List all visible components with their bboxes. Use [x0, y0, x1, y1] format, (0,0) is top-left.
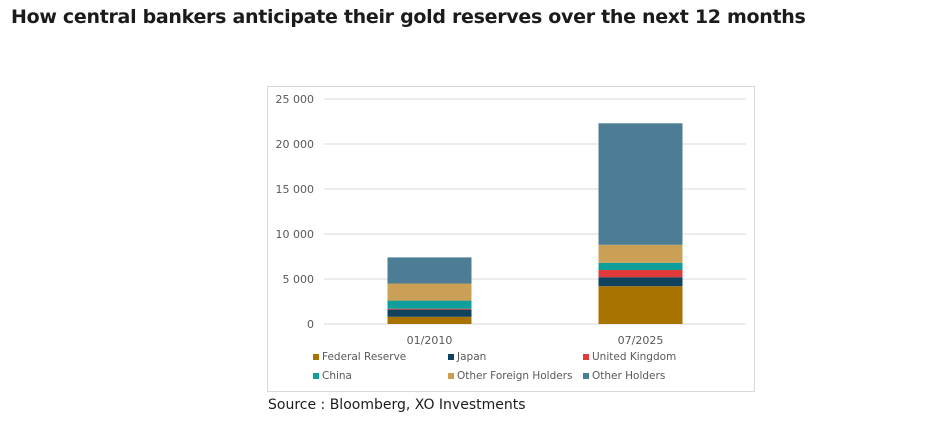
bar-07-2025-series-4	[598, 244, 683, 263]
y-tick-label-5: 25 000	[276, 93, 315, 106]
y-tick-label-2: 10 000	[276, 228, 315, 241]
legend-label: United Kingdom	[592, 351, 677, 363]
legend-label: China	[322, 370, 352, 382]
y-tick-label-3: 15 000	[276, 183, 315, 196]
y-tick-label-1: 5 000	[283, 273, 315, 286]
legend-item-3: China	[313, 370, 352, 382]
legend-item-1: Japan	[448, 351, 486, 363]
chart-frame: 0 5 000 10 000 15 000 20 000 25 000 01/2010 07/…	[267, 86, 755, 392]
legend-label: Other Holders	[592, 370, 666, 382]
legend-swatch	[313, 354, 319, 360]
legend-swatch	[448, 373, 454, 379]
bar-07-2025-series-3	[598, 262, 683, 270]
bar-07-2025-series-2	[598, 270, 683, 278]
x-category-label-0: 01/2010	[407, 334, 453, 347]
bar-01-2010-series-1	[387, 309, 472, 317]
legend-label: Federal Reserve	[322, 351, 407, 363]
legend-swatch	[583, 354, 589, 360]
legend-swatch	[583, 373, 589, 379]
bar-01-2010-series-5	[387, 257, 472, 284]
legend-label: Japan	[457, 351, 487, 363]
y-tick-label-4: 20 000	[276, 138, 315, 151]
legend-swatch	[448, 354, 454, 360]
bar-07-2025-series-1	[598, 277, 683, 287]
legend-item-5: Other Holders	[583, 370, 665, 382]
stacked-bar-chart: 0 5 000 10 000 15 000 20 000 25 000 01/2010 07/…	[276, 93, 746, 347]
chart-legend: Federal Reserve Japan United Kingdom China O…	[313, 351, 753, 387]
source-note: Source : Bloomberg, XO Investments	[268, 397, 526, 413]
bar-07-2025-series-5	[598, 123, 683, 245]
legend-swatch	[313, 373, 319, 379]
y-tick-label-0: 0	[307, 318, 314, 331]
bar-01-2010-series-3	[387, 300, 472, 309]
legend-item-0: Federal Reserve	[313, 351, 406, 363]
page-title: How central bankers anticipate their gol…	[11, 6, 806, 28]
bar-01-2010-series-2	[387, 308, 472, 310]
legend-item-4: Other Foreign Holders	[448, 370, 573, 382]
bar-01-2010-series-4	[387, 283, 472, 301]
legend-label: Other Foreign Holders	[457, 370, 573, 382]
bar-07-2025-series-0	[598, 286, 683, 324]
x-category-label-1: 07/2025	[618, 334, 664, 347]
legend-item-2: United Kingdom	[583, 351, 676, 363]
bar-01-2010-series-0	[387, 316, 472, 324]
